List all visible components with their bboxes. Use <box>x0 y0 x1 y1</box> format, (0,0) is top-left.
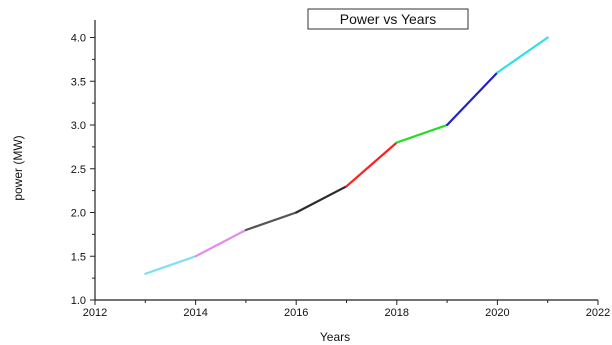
line-segment-7 <box>446 71 499 127</box>
x-tick-label: 2020 <box>485 307 509 319</box>
y-tick-label: 4.0 <box>71 33 86 45</box>
line-segment-6 <box>395 123 449 144</box>
y-tick-label: 3.5 <box>71 76 86 88</box>
x-tick-label: 2022 <box>586 307 610 319</box>
chart-title-box: Power vs Years <box>307 8 469 30</box>
y-axis-label: power (MW) <box>11 135 25 200</box>
x-tick-label: 2016 <box>284 307 308 319</box>
x-tick-label: 2012 <box>83 307 107 319</box>
y-tick-label: 2.5 <box>71 164 86 176</box>
y-tick-label: 1.5 <box>71 251 86 263</box>
line-segment-8 <box>496 36 549 74</box>
line-segment-1 <box>144 255 197 275</box>
x-axis-label: Years <box>320 330 350 344</box>
power-series <box>144 36 549 275</box>
chart-title: Power vs Years <box>340 11 437 27</box>
y-tick-label: 2.0 <box>71 208 86 220</box>
chart-title-frame <box>307 8 469 30</box>
y-tick-label: 3.0 <box>71 120 86 132</box>
x-tick-label: 2014 <box>183 307 207 319</box>
line-segment-4 <box>295 185 348 214</box>
x-tick-label: 2018 <box>385 307 409 319</box>
x-axis-ticks: 2012 2014 2016 2018 2020 2022 <box>83 300 610 319</box>
y-tick-label: 1.0 <box>71 295 86 307</box>
line-segment-5 <box>345 141 398 188</box>
line-segment-2 <box>194 228 247 258</box>
y-axis-ticks: 1.0 1.5 2.0 2.5 3.0 3.5 4.0 <box>71 33 95 307</box>
line-segment-3 <box>244 211 298 232</box>
